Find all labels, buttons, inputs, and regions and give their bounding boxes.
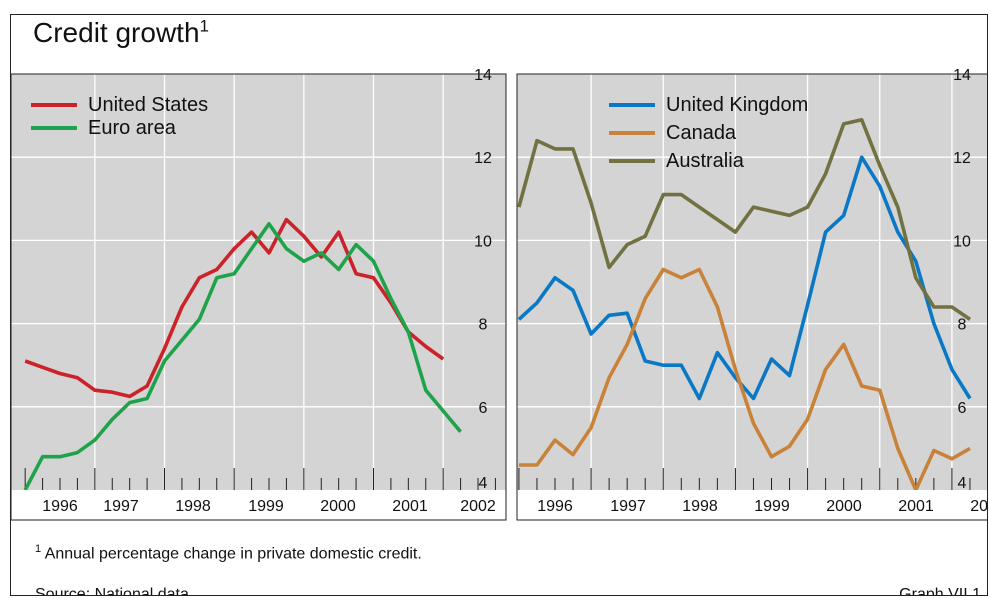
plot-background — [11, 74, 506, 490]
y-tick-label: 6 — [479, 400, 488, 417]
y-tick-label: 4 — [479, 475, 488, 492]
panel-border — [11, 73, 507, 521]
x-tick-label: 2002 — [970, 498, 988, 515]
y-tick-label: 8 — [958, 317, 967, 334]
legend-label: Australia — [666, 150, 745, 172]
source-note: Source: National data. — [35, 586, 194, 596]
x-tick-label: 1998 — [682, 498, 718, 515]
y-tick-label: 4 — [958, 475, 967, 492]
graph-number: Graph VII.1 — [899, 586, 981, 596]
title-footnote-mark: 1 — [199, 16, 209, 36]
chart-panel-1: 4 6 8 10 12 14 1996 1997 1998 1999 2000 2001 2002 Uni… — [11, 67, 507, 521]
graph-frame: Credit growth1 4 6 8 10 12 14 1996 1997 1998 1999… — [10, 14, 988, 596]
series-line-euro-area — [23, 222, 462, 490]
series-line-united-states — [24, 217, 445, 399]
x-tick-label: 2000 — [826, 498, 862, 515]
legend-label: United States — [88, 94, 208, 116]
x-tick-label: 2000 — [320, 498, 356, 515]
y-tick-label: 8 — [479, 317, 488, 334]
y-tick-label: 14 — [953, 67, 971, 84]
legend-label: Canada — [666, 122, 737, 144]
x-tick-label: 1998 — [175, 498, 211, 515]
x-tick-label: 1999 — [754, 498, 790, 515]
y-tick-label: 14 — [474, 67, 492, 84]
series-line-united-kingdom — [517, 155, 972, 401]
footnote: 1 Annual percentage change in private do… — [35, 543, 422, 563]
legend-label: United Kingdom — [666, 94, 808, 116]
y-tick-label: 12 — [953, 150, 971, 167]
chart-panel-2: 4 6 8 10 12 14 1996 1997 1998 1999 2000 2001 2002 Uni… — [516, 67, 988, 521]
x-tick-label: 2001 — [898, 498, 934, 515]
chart-area: 4 6 8 10 12 14 1996 1997 1998 1999 2000 2001 2002 Uni… — [11, 67, 988, 521]
x-tick-label: 1999 — [248, 498, 284, 515]
x-tick-label: 1996 — [537, 498, 573, 515]
x-tick-label: 1996 — [42, 498, 78, 515]
x-tick-label: 2001 — [392, 498, 428, 515]
x-tick-label: 2002 — [460, 498, 496, 515]
chart-title: Credit growth1 — [33, 16, 209, 48]
x-tick-label: 1997 — [103, 498, 139, 515]
y-tick-label: 10 — [474, 233, 492, 250]
panel-border — [516, 73, 987, 521]
series-line-canada — [518, 267, 971, 490]
series-line-australia — [517, 118, 972, 321]
y-tick-label: 6 — [958, 400, 967, 417]
legend-label: Euro area — [88, 117, 177, 139]
x-tick-label: 1997 — [610, 498, 646, 515]
y-tick-label: 10 — [953, 233, 971, 250]
y-tick-label: 12 — [474, 150, 492, 167]
